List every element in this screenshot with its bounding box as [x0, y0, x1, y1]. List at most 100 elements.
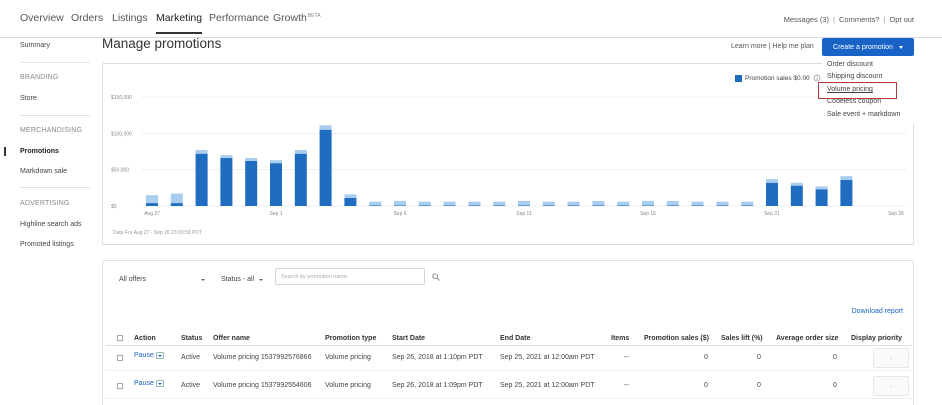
cell-offer-name[interactable]: Volume pricing 1537992554606 — [213, 382, 312, 389]
bar-secondary — [592, 200, 605, 206]
col-end-date[interactable]: End Date — [500, 335, 531, 342]
sidebar-divider — [20, 187, 90, 188]
col-status[interactable]: Status — [181, 335, 203, 342]
bar-secondary — [344, 194, 357, 199]
bar-promotion-sales — [319, 129, 332, 206]
bar-secondary — [146, 195, 158, 204]
col-promotion-sales[interactable]: Promotion sales ($) — [644, 335, 709, 342]
bar-promotion-sales — [394, 205, 406, 206]
col-items[interactable]: Items — [611, 335, 630, 342]
offers-filter-label: All offers — [119, 276, 147, 283]
sidebar-item-highline-search-ads[interactable]: Highline search ads — [20, 221, 82, 228]
menu-item-order-discount[interactable]: Order discount — [827, 61, 873, 68]
opt-out-link[interactable]: Opt out — [889, 15, 914, 24]
chevron-down-icon[interactable] — [155, 380, 164, 387]
bar-secondary — [542, 201, 555, 206]
table-row: Pause Active Volume pricing 153799255460… — [106, 375, 912, 399]
col-sales-lift[interactable]: Sales lift (%) — [721, 335, 763, 342]
bar-secondary — [840, 176, 853, 180]
col-action[interactable]: Action — [134, 335, 156, 342]
sidebar-item-promotions[interactable]: Promotions — [20, 148, 59, 155]
cell-sales-lift: 0 — [757, 354, 761, 361]
display-priority-select[interactable]: ⌄ — [873, 348, 909, 368]
y-tick-label: $150,000 — [111, 95, 132, 101]
cell-promotion-sales: 0 — [704, 354, 708, 361]
bar-promotion-sales — [691, 205, 704, 206]
x-tick-label: Sep 1 — [269, 211, 282, 217]
create-promotion-menu: Order discount Shipping discount Volume … — [822, 58, 914, 124]
tab-marketing[interactable]: Marketing — [156, 12, 203, 34]
menu-item-codeless-coupon[interactable]: Codeless coupon — [827, 98, 882, 105]
sidebar-item-promoted-listings[interactable]: Promoted listings — [20, 241, 74, 248]
cell-status: Active — [181, 382, 201, 389]
row-checkbox[interactable] — [117, 355, 123, 361]
bar-secondary — [567, 201, 580, 206]
bar-secondary — [170, 193, 183, 204]
top-nav: Overview Orders Listings Marketing Perfo… — [0, 0, 942, 38]
col-average-order-size[interactable]: Average order size — [776, 335, 839, 342]
menu-item-shipping-discount[interactable]: Shipping discount — [827, 73, 883, 80]
bar-promotion-sales — [170, 203, 183, 206]
bar-secondary — [418, 201, 431, 206]
bar-promotion-sales — [542, 205, 555, 206]
create-promotion-button[interactable]: Create a promotion — [822, 38, 914, 56]
bar-promotion-sales — [518, 205, 530, 206]
display-priority-select[interactable]: ⌄ — [873, 376, 909, 396]
bar-promotion-sales — [592, 205, 605, 206]
tab-overview[interactable]: Overview — [20, 12, 64, 24]
sidebar-divider — [20, 115, 90, 116]
tab-performance[interactable]: Performance — [209, 12, 270, 24]
search-icon[interactable] — [432, 273, 440, 281]
table-header: Action Status Offer name Promotion type … — [106, 328, 912, 346]
page-title: Manage promotions — [102, 36, 222, 51]
cell-items: -- — [624, 354, 629, 361]
tab-growth[interactable]: GrowthBETA — [273, 12, 321, 24]
download-report-link[interactable]: Download report — [851, 308, 903, 315]
chevron-down-icon — [898, 45, 903, 49]
bar-promotion-sales — [270, 163, 282, 206]
col-display-priority[interactable]: Display priority — [851, 335, 902, 342]
x-tick-label: Sep 26 — [888, 211, 904, 217]
bar-secondary — [691, 201, 704, 206]
tab-orders[interactable]: Orders — [71, 12, 104, 24]
pause-button[interactable]: Pause — [134, 352, 164, 359]
bar-promotion-sales — [617, 205, 630, 206]
sales-chart-panel: $150,000 $100,000 $50,000 $0 Aug 27 Sep 1 Sep … — [102, 63, 914, 245]
create-promotion-label: Create a promotion — [833, 43, 893, 51]
select-all-checkbox[interactable] — [117, 335, 123, 341]
sidebar-item-store[interactable]: Store — [20, 95, 37, 102]
x-tick-label: Sep 11 — [516, 211, 532, 217]
status-filter[interactable]: Status - all — [221, 271, 264, 288]
col-offer-name[interactable]: Offer name — [213, 335, 250, 342]
pause-label: Pause — [134, 352, 154, 359]
sidebar-divider — [20, 62, 90, 63]
chevron-down-icon — [201, 278, 206, 281]
bar-secondary — [468, 201, 481, 206]
col-start-date[interactable]: Start Date — [392, 335, 426, 342]
cell-offer-name[interactable]: Volume pricing 1537992576866 — [213, 354, 312, 361]
bar-secondary — [790, 182, 803, 186]
sidebar-item-markdown-sale[interactable]: Markdown sale — [20, 168, 68, 175]
cell-promotion-type: Volume pricing — [325, 354, 371, 361]
search-input[interactable] — [275, 268, 425, 285]
chart-data-note: Data For Aug 27 - Sep 26 23:00:59 PDT — [113, 230, 202, 236]
sidebar-item-summary[interactable]: Summary — [20, 42, 50, 49]
cell-start-date: Sep 26, 2018 at 1:10pm PDT — [392, 354, 483, 361]
tab-listings[interactable]: Listings — [112, 12, 148, 24]
menu-item-volume-pricing[interactable]: Volume pricing — [827, 86, 873, 93]
offers-filter[interactable]: All offers — [119, 271, 206, 288]
menu-item-sale-event-markdown[interactable]: Sale event + markdown — [827, 111, 901, 118]
row-checkbox[interactable] — [117, 383, 123, 389]
col-promotion-type[interactable]: Promotion type — [325, 335, 377, 342]
bar-promotion-sales — [294, 153, 307, 206]
messages-link[interactable]: Messages (3) — [783, 15, 830, 24]
bar-promotion-sales — [815, 189, 828, 206]
bar-promotion-sales — [790, 185, 803, 206]
sales-chart: $150,000 $100,000 $50,000 $0 Aug 27 Sep 1 Sep … — [111, 95, 907, 217]
learn-more-link[interactable]: Learn more | Help me plan — [731, 43, 814, 50]
pause-button[interactable]: Pause — [134, 380, 164, 387]
info-icon[interactable] — [813, 74, 821, 82]
cell-promotion-sales: 0 — [704, 382, 708, 389]
chevron-down-icon[interactable] — [155, 352, 164, 359]
comments-link[interactable]: Comments? — [839, 15, 880, 24]
